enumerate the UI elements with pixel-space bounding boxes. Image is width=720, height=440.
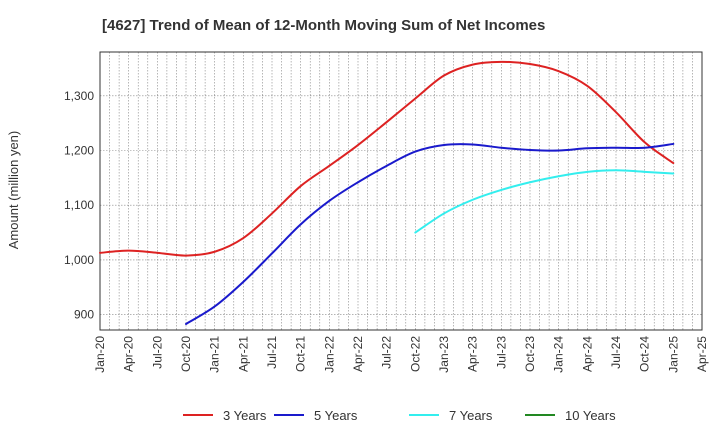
y-tick-label: 900: [74, 308, 94, 322]
y-tick-label: 1,000: [64, 253, 94, 267]
x-tick-label: Apr-24: [580, 336, 594, 372]
x-tick-label: Oct-21: [294, 336, 308, 372]
x-tick-label: Jul-24: [609, 336, 623, 369]
x-tick-label: Oct-23: [523, 336, 537, 372]
y-tick-label: 1,200: [64, 144, 94, 158]
x-tick-label: Jan-22: [322, 336, 336, 373]
x-tick-label: Apr-21: [236, 336, 250, 372]
series-line-3-years: [99, 60, 675, 257]
plot-frame: [99, 51, 703, 331]
legend: 3 Years 5 Years 7 Years 10 Years: [183, 408, 616, 423]
y-tick-label: 1,100: [64, 198, 94, 212]
y-tick-label: 1,300: [64, 89, 94, 103]
x-tick-label: Jul-21: [265, 336, 279, 369]
legend-label-7-years: 7 Years: [449, 408, 493, 423]
legend-label-10-years: 10 Years: [565, 408, 616, 423]
x-tick-label: Jul-22: [380, 336, 394, 369]
plot-area: 900 1,000 1,100 1,200 1,300 Jan-20 Apr-20 Jul-2…: [64, 51, 709, 373]
series-line-5-years: [185, 142, 675, 325]
chart-title: [4627] Trend of Mean of 12-Month Moving …: [102, 17, 545, 34]
x-tick-label: Jan-23: [437, 336, 451, 373]
series-line-7-years: [414, 169, 675, 234]
x-tick-label: Jan-20: [93, 336, 107, 373]
x-tick-label: Jul-20: [150, 336, 164, 369]
x-tick-label: Apr-23: [466, 336, 480, 372]
x-tick-label: Apr-20: [122, 336, 136, 372]
x-tick-label: Oct-22: [408, 336, 422, 372]
x-tick-label: Apr-25: [695, 336, 709, 372]
x-tick-label: Oct-20: [179, 336, 193, 372]
x-tick-label: Oct-24: [638, 336, 652, 372]
x-tick-label: Apr-22: [351, 336, 365, 372]
x-tick-label: Jan-25: [666, 336, 680, 373]
x-tick-label: Jan-24: [552, 336, 566, 373]
x-tick-label: Jan-21: [208, 336, 222, 373]
legend-label-3-years: 3 Years: [223, 408, 267, 423]
legend-label-5-years: 5 Years: [314, 408, 358, 423]
x-tick-label: Jul-23: [494, 336, 508, 369]
y-axis-label: Amount (million yen): [6, 131, 21, 250]
